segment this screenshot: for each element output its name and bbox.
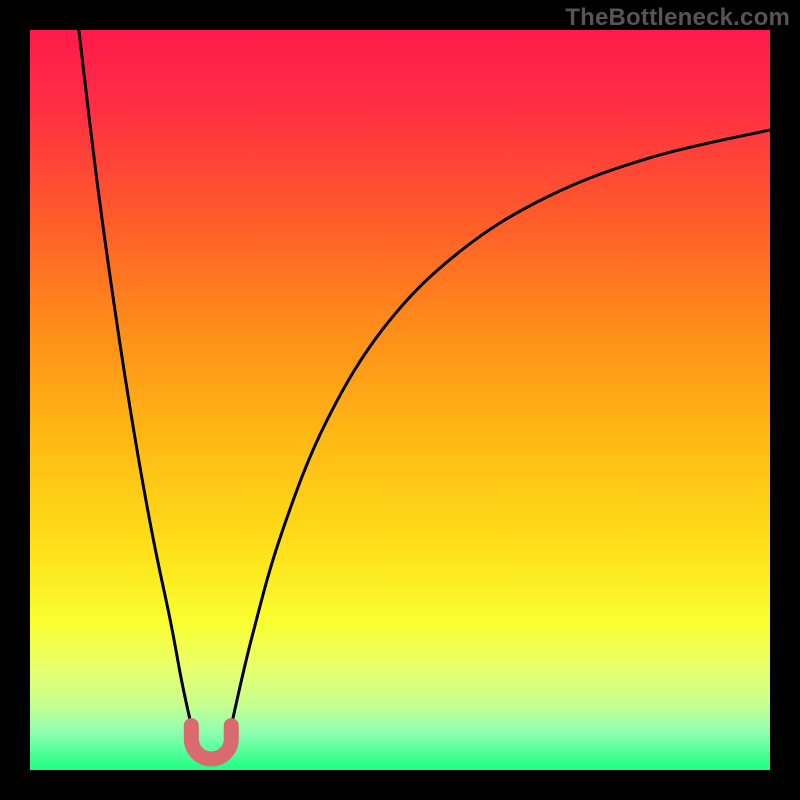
plot-background — [30, 30, 770, 770]
watermark-text: TheBottleneck.com — [565, 4, 790, 32]
chart-container: TheBottleneck.com — [0, 0, 800, 800]
bottleneck-chart — [0, 0, 800, 800]
